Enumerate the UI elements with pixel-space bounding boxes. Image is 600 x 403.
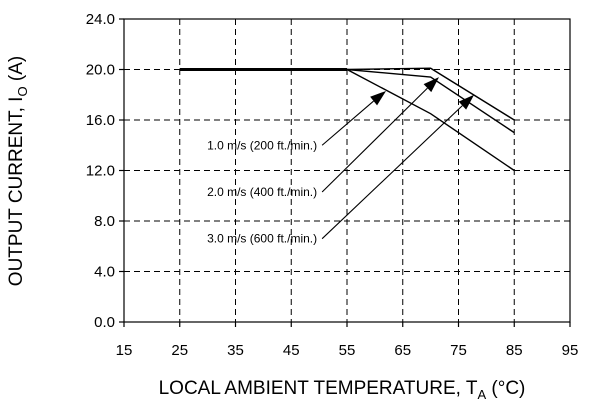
y-tick-label: 20.0 (86, 62, 115, 79)
y-tick-label: 16.0 (86, 112, 115, 129)
y-tick-label: 8.0 (94, 213, 115, 230)
x-tick-label: 75 (450, 342, 467, 359)
x-tick-label: 95 (562, 342, 579, 359)
x-tick-label: 45 (283, 342, 300, 359)
annotation-label-3: 3.0 m/s (600 ft./min.) (207, 232, 317, 246)
grid (124, 19, 570, 322)
annotation-leader-1 (321, 100, 374, 146)
series-lines (179, 67, 515, 172)
y-axis-title: OUTPUT CURRENT, IO (A) (6, 56, 30, 286)
x-axis-title: LOCAL AMBIENT TEMPERATURE, TA (°C) (159, 378, 526, 402)
annotations: 1.0 m/s (200 ft./min.) 2.0 m/s (400 ft./m… (207, 77, 475, 246)
y-tick-label: 24.0 (86, 11, 115, 28)
x-tick-label: 15 (116, 342, 133, 359)
annotation-leader-2 (321, 87, 428, 193)
y-tick-label: 12.0 (86, 163, 115, 180)
x-tick-label: 25 (171, 342, 188, 359)
axis-ticks: 15 25 35 45 55 65 75 85 95 0.0 4.0 8.0 12.0 16.0 20.0 2… (86, 11, 579, 359)
annotation-leader-3 (321, 105, 463, 240)
x-tick-label: 55 (339, 342, 356, 359)
y-tick-label: 0.0 (94, 314, 115, 331)
annotation-arrow-3 (458, 94, 475, 110)
x-tick-label: 65 (394, 342, 411, 359)
x-tick-label: 85 (506, 342, 523, 359)
annotation-label-2: 2.0 m/s (400 ft./min.) (207, 185, 317, 199)
annotation-arrow-2 (423, 77, 439, 93)
annotation-label-1: 1.0 m/s (200 ft./min.) (207, 138, 317, 152)
annotation-arrow-1 (370, 90, 387, 106)
x-tick-label: 35 (227, 342, 244, 359)
y-tick-label: 4.0 (94, 264, 115, 281)
